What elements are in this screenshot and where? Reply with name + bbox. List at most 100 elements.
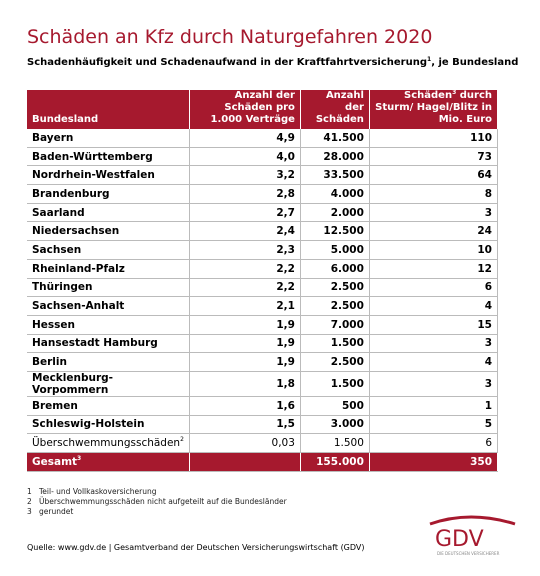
logo: GDV DIE DEUTSCHEN VERSICHERER xyxy=(429,515,516,556)
cell-number: 500 xyxy=(300,396,370,416)
cell-number: 4.000 xyxy=(300,184,370,204)
cell-number: 24 xyxy=(369,221,499,242)
source: Quelle: www.gdv.de | Gesamtverband der D… xyxy=(27,543,365,552)
row: Niedersachsen 2,4 12.500 24 xyxy=(27,221,499,242)
footnote-text: gerundet xyxy=(39,507,74,516)
cell-number: 1,5 xyxy=(189,415,301,435)
footnote-ref: 3 xyxy=(452,89,457,96)
row: Hansestadt Hamburg 1,9 1.500 3 xyxy=(27,334,499,354)
cell-number: 110 xyxy=(369,129,499,148)
cell-number: 0,03 xyxy=(189,433,301,453)
cell-number: 2,2 xyxy=(189,259,301,279)
cell-state: Hansestadt Hamburg xyxy=(27,334,190,354)
cell-number: 155.000 xyxy=(300,452,370,472)
footnote-num: 2 xyxy=(27,497,32,506)
cell-state: Brandenburg xyxy=(27,184,190,204)
footnote-num: 3 xyxy=(27,507,32,516)
cell-number: 1,6 xyxy=(189,396,301,416)
col-header-rest: durch Sturm/ Hagel/Blitz in Mio. Euro xyxy=(375,90,492,125)
row: Nordrhein-Westfalen 3,2 33.500 64 xyxy=(27,165,499,186)
cell-number: 1.500 xyxy=(300,334,370,354)
cell-number: 2.500 xyxy=(300,278,370,298)
cell-state: Thüringen xyxy=(27,278,190,298)
cell-number: 4 xyxy=(369,352,499,372)
subtitle-text: Schadenhäufigkeit und Schadenaufwand in … xyxy=(27,57,428,68)
cell-state: Sachsen xyxy=(27,240,190,260)
cell-number: 5 xyxy=(369,415,499,435)
row: Bremen 1,6 500 1 xyxy=(27,396,499,416)
logo-text: GDV xyxy=(435,527,484,552)
cell-number: 10 xyxy=(369,240,499,260)
cell-number: 7.000 xyxy=(300,315,370,335)
row: Sachsen 2,3 5.000 10 xyxy=(27,240,499,260)
col-header: Anzahl der Schäden xyxy=(300,90,370,129)
subtitle: Schadenhäufigkeit und Schadenaufwand in … xyxy=(27,57,518,69)
row: Berlin 1,9 2.500 4 xyxy=(27,352,499,372)
title: Schäden an Kfz durch Naturgefahren 2020 xyxy=(27,26,433,48)
cell-number: 3 xyxy=(369,371,499,397)
cell-number: 2,3 xyxy=(189,240,301,260)
row: Thüringen 2,2 2.500 6 xyxy=(27,278,499,298)
cell-number: 3 xyxy=(369,334,499,354)
logo-arc xyxy=(429,515,516,526)
cell-number: 1 xyxy=(369,396,499,416)
row: Hessen 1,9 7.000 15 xyxy=(27,315,499,335)
cell-number: 1,9 xyxy=(189,315,301,335)
cell-number: 2,4 xyxy=(189,221,301,242)
row: Rheinland-Pfalz 2,2 6.000 12 xyxy=(27,259,499,279)
cell-number: 350 xyxy=(369,452,499,472)
cell-number: 3.000 xyxy=(300,415,370,435)
row: Saarland 2,7 2.000 3 xyxy=(27,203,499,223)
cell-number: 12 xyxy=(369,259,499,279)
cell-number: 8 xyxy=(369,184,499,204)
cell-number: 2.500 xyxy=(300,352,370,372)
cell-number: 2,8 xyxy=(189,184,301,204)
cell-number: 41.500 xyxy=(300,129,370,148)
cell-state: Mecklenburg-Vorpommern xyxy=(27,371,190,397)
cell-number: 12.500 xyxy=(300,221,370,242)
cell-state: Rheinland-Pfalz xyxy=(27,259,190,279)
col-header: Bundesland xyxy=(27,90,190,129)
cell-number: 3 xyxy=(369,203,499,223)
col-header: Schäden3 durch Sturm/ Hagel/Blitz in Mio… xyxy=(369,89,499,129)
cell-state: Baden-Württemberg xyxy=(27,147,190,167)
cell-number: 4,9 xyxy=(189,129,301,148)
cell-number: 6.000 xyxy=(300,259,370,279)
cell-number: 2,1 xyxy=(189,296,301,316)
cell-number: 2,7 xyxy=(189,203,301,223)
cell-state: Bayern xyxy=(27,129,190,148)
col-header-text: Schäden xyxy=(404,90,453,101)
footnote: 1 Teil- und Vollkaskoversicherung xyxy=(27,487,156,496)
cell-state: Saarland xyxy=(27,203,190,223)
footnote-text: Teil- und Vollkaskoversicherung xyxy=(39,487,157,496)
cell-number: 2,2 xyxy=(189,278,301,298)
table: Bundesland Anzahl der Schäden pro 1.000 … xyxy=(27,89,499,472)
cell-number: 2.500 xyxy=(300,296,370,316)
cell-state: Sachsen-Anhalt xyxy=(27,296,190,316)
footnote-ref: 3 xyxy=(77,454,82,462)
row: Brandenburg 2,8 4.000 8 xyxy=(27,184,499,204)
cell-number: 1,9 xyxy=(189,334,301,354)
cell-number: 28.000 xyxy=(300,147,370,167)
cell-state: Niedersachsen xyxy=(27,221,190,242)
cell-number: 1,9 xyxy=(189,352,301,372)
col-header: Anzahl der Schäden pro 1.000 Verträge xyxy=(189,90,301,129)
cell-empty xyxy=(189,452,301,472)
cell-state: Hessen xyxy=(27,315,190,335)
row: Sachsen-Anhalt 2,1 2.500 4 xyxy=(27,296,499,316)
cell-number: 3,2 xyxy=(189,165,301,186)
cell-number: 4,0 xyxy=(189,147,301,167)
cell-number: 6 xyxy=(369,433,499,453)
cell-text: Gesamt xyxy=(32,455,78,468)
cell-state: Schleswig-Holstein xyxy=(27,415,190,435)
row-total: Gesamt3 155.000 350 xyxy=(27,452,499,472)
cell-state: Bremen xyxy=(27,396,190,416)
cell-number: 15 xyxy=(369,315,499,335)
cell-number: 4 xyxy=(369,296,499,316)
row: Bayern 4,9 41.500 110 xyxy=(27,129,499,148)
cell-state: Berlin xyxy=(27,352,190,372)
cell-number: 1.500 xyxy=(300,433,370,453)
footnote: 2 Überschwemmungsschäden nicht aufgeteilt… xyxy=(27,497,287,506)
row: Baden-Württemberg 4,0 28.000 73 xyxy=(27,147,499,167)
